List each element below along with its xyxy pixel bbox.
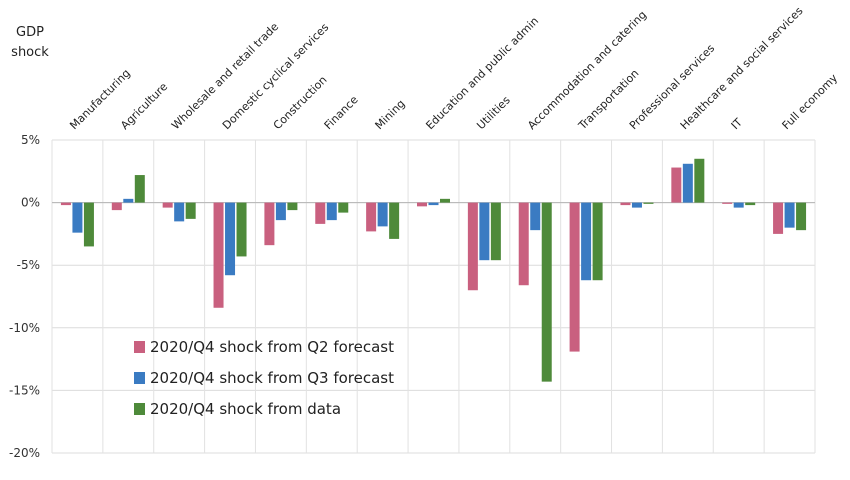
bar xyxy=(440,198,450,203)
bar xyxy=(275,202,286,221)
bar xyxy=(643,202,654,204)
legend: 2020/Q4 shock from Q2 forecast 2020/Q4 sh… xyxy=(134,338,394,418)
category-label: Agriculture xyxy=(118,80,170,132)
bar xyxy=(631,202,642,208)
bar xyxy=(134,175,145,203)
bar xyxy=(722,202,733,204)
bar xyxy=(111,202,122,211)
bar xyxy=(518,202,529,286)
bar xyxy=(213,202,224,308)
y-axis-title-line2: shock xyxy=(11,45,49,60)
bar xyxy=(264,202,275,246)
category-label: Full economy xyxy=(779,71,840,132)
bar xyxy=(733,202,744,208)
y-tick-label: 5% xyxy=(21,133,40,147)
category-label: Mining xyxy=(373,97,408,132)
bar xyxy=(377,202,388,227)
bars xyxy=(60,158,807,382)
bar xyxy=(581,202,592,281)
y-tick-label: -15% xyxy=(9,383,40,397)
bar xyxy=(682,163,693,203)
bar xyxy=(389,202,400,239)
bar xyxy=(671,167,682,203)
legend-label: 2020/Q4 shock from data xyxy=(150,400,341,418)
category-label: Finance xyxy=(322,93,361,132)
bar xyxy=(60,202,71,206)
bar xyxy=(530,202,541,231)
bar xyxy=(417,202,427,207)
bar xyxy=(236,202,247,257)
legend-label: 2020/Q4 shock from Q3 forecast xyxy=(150,369,394,387)
bar xyxy=(745,202,756,206)
bar xyxy=(620,202,631,206)
bar xyxy=(72,202,83,233)
y-tick-label: -10% xyxy=(9,321,40,335)
y-axis-title-line1: GDP xyxy=(16,25,44,40)
bar xyxy=(162,202,173,208)
bar xyxy=(784,202,795,228)
y-axis-ticks: 5% 0% -5% -10% -15% -20% xyxy=(9,133,40,460)
category-label: Wholesale and retail trade xyxy=(169,20,281,132)
bar xyxy=(83,202,94,247)
y-tick-label: -5% xyxy=(17,258,40,272)
bar xyxy=(490,202,501,261)
category-label: Domestic cyclical services xyxy=(220,21,332,133)
bar xyxy=(185,202,196,219)
bar xyxy=(225,202,236,276)
bar xyxy=(541,202,552,382)
bar xyxy=(569,202,580,352)
bar xyxy=(315,202,326,224)
bar xyxy=(796,202,807,231)
bar xyxy=(326,202,337,221)
category-label: Utilities xyxy=(474,93,513,132)
bar xyxy=(592,202,603,281)
y-tick-label: -20% xyxy=(9,446,40,460)
legend-swatch xyxy=(134,341,145,353)
legend-swatch xyxy=(134,372,145,384)
legend-label: 2020/Q4 shock from Q2 forecast xyxy=(150,338,394,356)
bar xyxy=(338,202,349,213)
bar xyxy=(694,158,705,203)
legend-swatch xyxy=(134,403,145,415)
bar xyxy=(123,198,134,203)
grid-lines xyxy=(51,139,816,454)
bar xyxy=(287,202,298,211)
bar xyxy=(366,202,377,232)
bar xyxy=(773,202,784,234)
bar xyxy=(467,202,478,291)
bar xyxy=(479,202,490,261)
y-tick-label: 0% xyxy=(21,196,40,210)
category-label: IT xyxy=(729,116,745,132)
bar xyxy=(428,202,439,206)
bar xyxy=(174,202,185,222)
category-label: Professional services xyxy=(627,42,718,133)
